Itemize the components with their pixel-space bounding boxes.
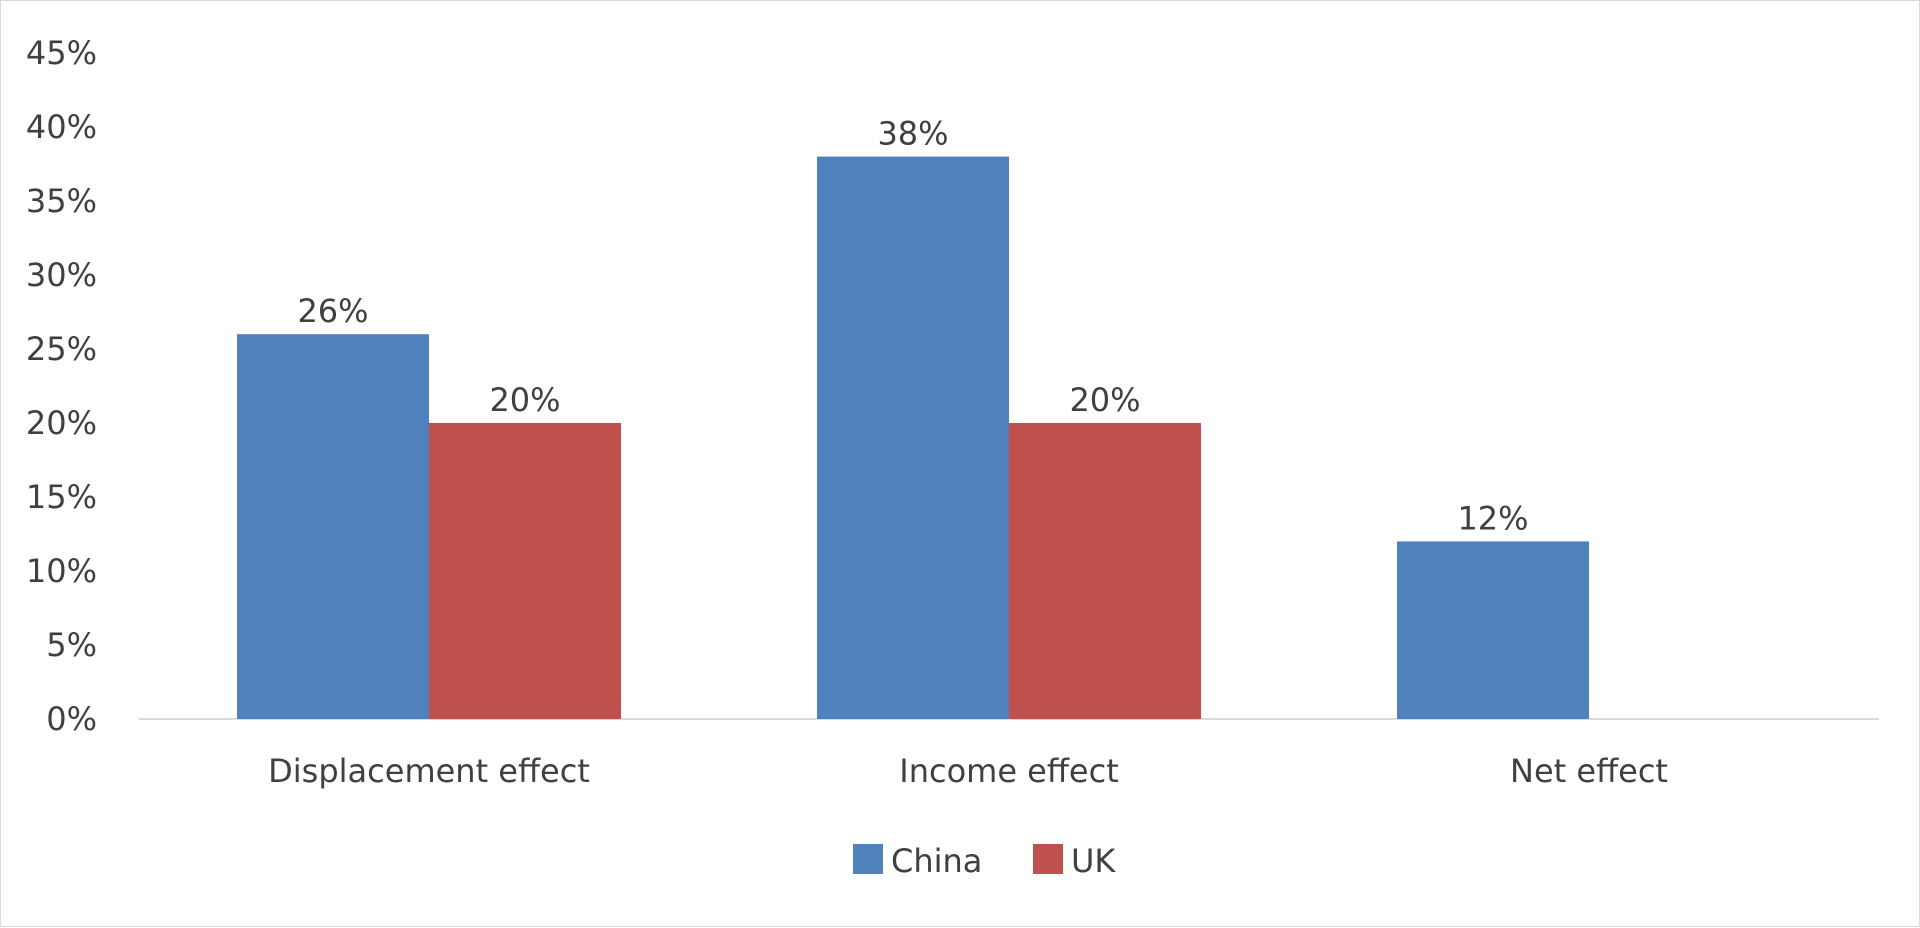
y-tick-label: 10%: [26, 552, 97, 590]
y-tick-label: 25%: [26, 330, 97, 368]
x-category-label: Income effect: [899, 752, 1118, 790]
bars: [237, 156, 1589, 720]
y-tick-label: 5%: [46, 626, 97, 664]
data-label-uk-1: 20%: [1069, 381, 1140, 419]
bar-china-1: [817, 156, 1009, 720]
y-tick-label: 20%: [26, 404, 97, 442]
y-tick-label: 35%: [26, 182, 97, 220]
legend-swatch-china: [853, 844, 883, 874]
data-label-china-0: 26%: [297, 292, 368, 330]
legend-label-uk: UK: [1071, 842, 1116, 880]
y-tick-label: 15%: [26, 478, 97, 516]
legend-swatch-uk: [1033, 844, 1063, 874]
y-tick-label: 30%: [26, 256, 97, 294]
y-axis-ticks: 0% 5% 10% 15% 20% 25% 30% 35% 40% 45%: [26, 34, 97, 738]
legend-label-china: China: [891, 842, 982, 880]
y-tick-label: 0%: [46, 700, 97, 738]
data-label-china-2: 12%: [1457, 499, 1528, 537]
legend: China UK: [853, 842, 1116, 880]
bar-china-0: [237, 334, 429, 719]
x-category-label: Displacement effect: [268, 752, 590, 790]
data-label-uk-0: 20%: [489, 381, 560, 419]
data-labels: 26% 20% 38% 20% 12%: [297, 115, 1528, 538]
y-tick-label: 45%: [26, 34, 97, 72]
data-label-china-1: 38%: [877, 115, 948, 153]
bar-uk-0: [429, 423, 621, 719]
x-category-label: Net effect: [1510, 752, 1668, 790]
bar-china-2: [1397, 541, 1589, 719]
y-tick-label: 40%: [26, 108, 97, 146]
x-axis-category-labels: Displacement effect Income effect Net effe…: [268, 752, 1668, 790]
bar-uk-1: [1009, 423, 1201, 719]
